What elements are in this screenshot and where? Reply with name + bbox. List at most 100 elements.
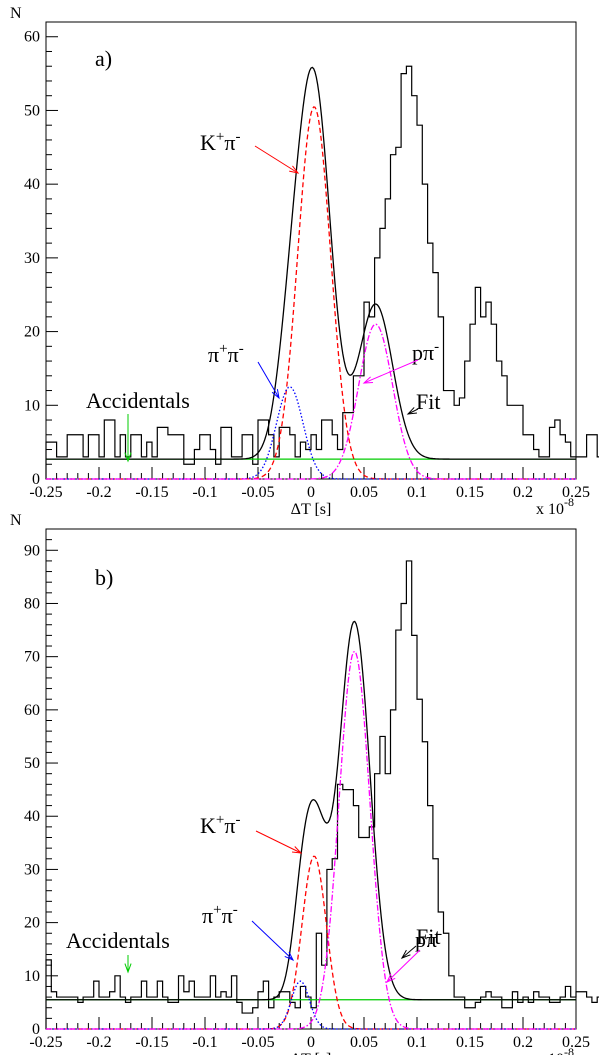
x-tick-label: 0.05 (350, 484, 378, 501)
panel-label: a) (95, 46, 112, 71)
y-tick-label: 60 (24, 702, 40, 719)
ppi-fit-curve (46, 650, 576, 1030)
y-tick-label: 40 (24, 808, 40, 825)
ppi-arrow-head (385, 973, 396, 984)
x-axis-exponent: x 10-8 (536, 495, 574, 518)
x-exponent-base: x 10 (536, 501, 564, 518)
x-tick-label: -0.2 (86, 1034, 111, 1051)
x-axis-label: ΔT [s] (291, 501, 332, 518)
ppi-base: pπ (412, 340, 434, 365)
y-tick-label: 0 (32, 471, 40, 488)
y-tick-label: 30 (24, 861, 40, 878)
y-tick-label: 20 (24, 915, 40, 932)
pipi-label: π+π- (202, 902, 238, 928)
kpi-label: K+π- (200, 812, 240, 838)
accidentals-label: Accidentals (66, 928, 170, 953)
x-tick-label: 0.2 (513, 484, 533, 501)
ppi-base: pπ (415, 927, 437, 952)
x-exponent-power: -8 (564, 1045, 574, 1055)
y-tick-label: 40 (24, 176, 40, 193)
y-tick-label: 80 (24, 595, 40, 612)
kpi-arrow-head (291, 846, 303, 854)
fit-arrow-head (406, 407, 417, 415)
y-tick-label: 50 (24, 755, 40, 772)
kpi-arrow (254, 145, 299, 174)
kpi-sup1: + (216, 129, 224, 145)
ppi-arrow (386, 949, 421, 983)
kpi-sup1: + (216, 812, 224, 828)
ppi-arrow (363, 359, 419, 384)
x-tick-label: 0 (307, 484, 315, 501)
y-axis-label: N (10, 5, 22, 22)
total-fit-curve (46, 620, 576, 1001)
plot-frame (45, 528, 577, 1030)
accidentals-arrow-head (124, 963, 132, 974)
kpi-mid: π (224, 130, 235, 155)
x-tick-label: -0.05 (241, 484, 274, 501)
pipi-arrow-head (284, 951, 295, 962)
y-tick-label: 30 (24, 250, 40, 267)
kpi-sup2: - (235, 129, 240, 145)
y-tick-label: 0 (32, 1021, 40, 1038)
kpi-sup2: - (235, 812, 240, 828)
pipi-sup2: - (239, 341, 244, 357)
fit-arrow (401, 945, 417, 959)
data-histogram (45, 560, 599, 1029)
data-histogram (45, 65, 599, 479)
kpi-label: K+π- (200, 129, 240, 155)
ppi-label: pπ- (415, 926, 442, 952)
kpi-base: K (200, 813, 216, 838)
x-axis-label: ΔT [s] (291, 1051, 332, 1055)
y-tick-label: 70 (24, 649, 40, 666)
x-tick-label: -0.25 (29, 484, 62, 501)
fit-label: Fit (416, 924, 440, 949)
fit-label: Fit (416, 389, 440, 414)
pipi-sup1: + (219, 341, 227, 357)
x-exponent-power: -8 (564, 495, 574, 509)
x-tick-label: 0.1 (407, 1034, 427, 1051)
pipi-arrow (251, 920, 294, 961)
pipi-label: π+π- (208, 341, 244, 367)
pipi-mid: π (228, 342, 239, 367)
x-axis-exponent: x 10-8 (536, 1045, 574, 1055)
x-tick-label: -0.15 (135, 1034, 168, 1051)
fit-arrow-head (400, 949, 411, 959)
pipi-mid: π (222, 903, 233, 928)
x-tick-label: 0.2 (513, 1034, 533, 1051)
y-tick-label: 60 (24, 29, 40, 46)
x-tick-label: -0.15 (135, 484, 168, 501)
x-tick-label: 0.15 (456, 484, 484, 501)
pipi-sup1: + (213, 902, 221, 918)
kpi-base: K (200, 130, 216, 155)
ppi-sup2: - (437, 926, 442, 942)
total-fit-curve (46, 66, 576, 460)
accidentals-arrow-head (124, 452, 132, 463)
y-tick-label: 90 (24, 542, 40, 559)
pipi-arrow (257, 361, 280, 399)
x-tick-label: -0.05 (241, 1034, 274, 1051)
ppi-sup2: - (434, 339, 439, 355)
x-tick-label: 0 (307, 1034, 315, 1051)
x-tick-label: -0.2 (86, 484, 111, 501)
kpi-fit-curve (46, 106, 576, 480)
kpi-mid: π (224, 813, 235, 838)
ppi-arrow-head (362, 376, 374, 384)
pipi-base: π (202, 903, 213, 928)
x-tick-label: -0.1 (192, 1034, 217, 1051)
fit-arrow (407, 408, 419, 415)
pipi-base: π (208, 342, 219, 367)
ppi-label: pπ- (412, 339, 439, 365)
x-tick-label: 0.25 (562, 484, 590, 501)
accidentals-label: Accidentals (86, 388, 190, 413)
x-tick-label: -0.25 (29, 1034, 62, 1051)
pipi-arrow-head (271, 389, 280, 400)
kpi-arrow (255, 830, 302, 854)
y-tick-label: 50 (24, 102, 40, 119)
x-tick-label: 0.1 (407, 484, 427, 501)
y-tick-label: 10 (24, 968, 40, 985)
y-tick-label: 20 (24, 324, 40, 341)
ppi-fit-curve (46, 323, 576, 480)
y-axis-label: N (10, 512, 22, 529)
